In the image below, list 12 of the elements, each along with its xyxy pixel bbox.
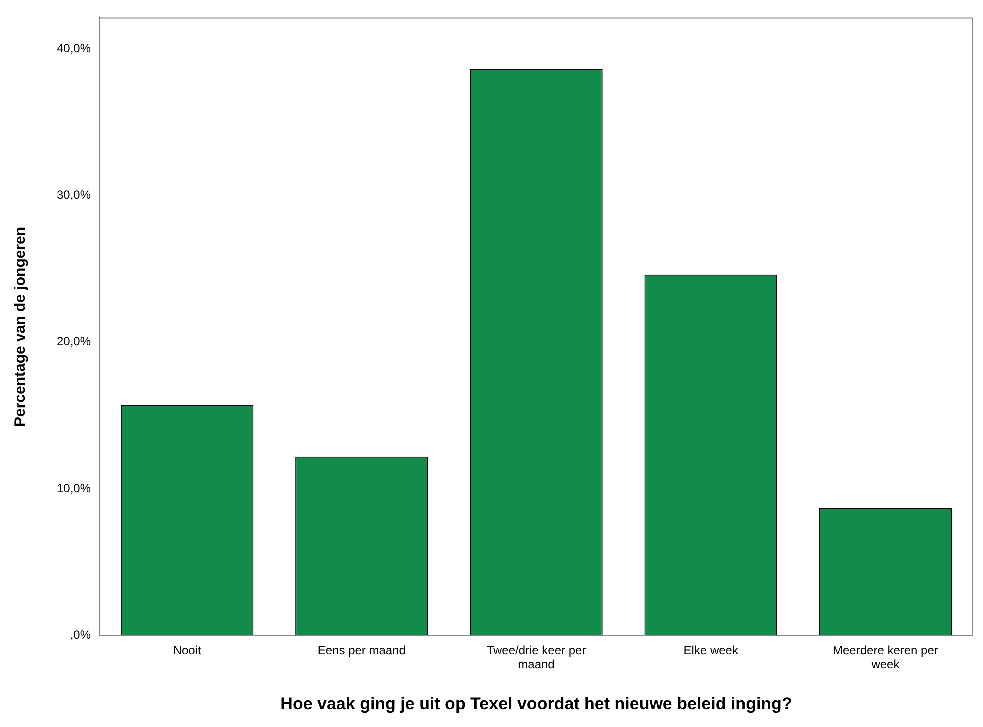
x-tick-label: Nooit — [173, 643, 202, 658]
y-tick-label: 10,0% — [56, 481, 92, 496]
x-tick-label: Meerdere keren per week — [833, 643, 938, 672]
y-axis-title: Percentage van de jongeren — [12, 226, 30, 428]
x-axis-title: Hoe vaak ging je uit op Texel voordat het nieuwe beleid inging? — [280, 694, 792, 714]
y-tick-label: 30,0% — [56, 188, 92, 202]
x-tick-label: Twee/drie keer per maand — [486, 643, 586, 672]
y-tick-label: 40,0% — [56, 41, 92, 56]
x-tick-label: Eens per maand — [318, 643, 406, 658]
y-tick-label: 20,0% — [56, 334, 92, 349]
x-tick-label: Elke week — [684, 643, 740, 658]
y-tick-label: ,0% — [70, 628, 92, 642]
